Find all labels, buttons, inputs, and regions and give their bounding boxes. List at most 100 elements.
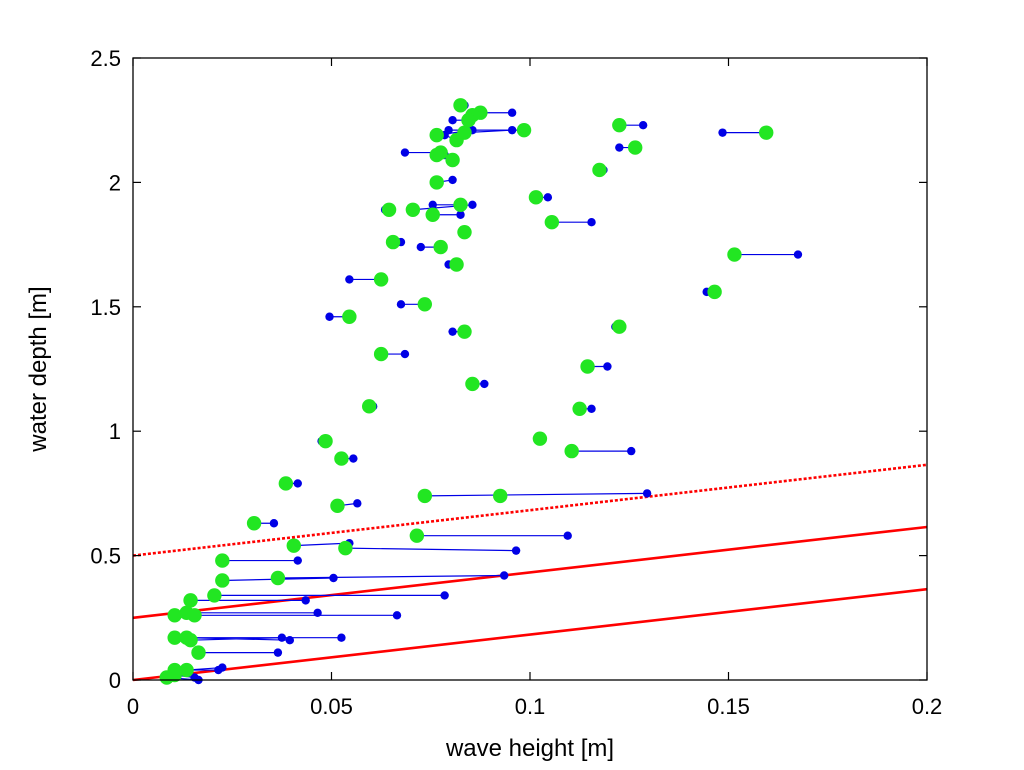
measured-point — [337, 633, 346, 642]
y-tick-label: 2 — [109, 170, 121, 195]
reference-line-3 — [132, 587, 928, 682]
measured-point — [396, 300, 406, 309]
predicted-point — [429, 147, 444, 163]
predicted-point — [167, 630, 182, 645]
measured-point — [416, 242, 426, 252]
predicted-point — [429, 175, 444, 190]
measured-point — [480, 379, 489, 389]
predicted-point — [429, 127, 444, 143]
predicted-point — [759, 125, 774, 140]
measured-point — [349, 454, 358, 463]
predicted-point — [417, 297, 432, 312]
measured-point — [511, 546, 521, 555]
predicted-point — [385, 234, 401, 250]
predicted-point — [612, 319, 627, 334]
predicted-point — [417, 488, 432, 504]
predicted-point — [707, 284, 722, 300]
measured-point — [345, 275, 354, 284]
y-tick-label: 0.5 — [90, 544, 121, 569]
predicted-point — [246, 516, 262, 531]
measured-point — [507, 108, 517, 117]
measured-point — [499, 571, 509, 580]
predicted-point — [381, 202, 397, 217]
predicted-point — [457, 324, 472, 339]
predicted-point — [544, 215, 560, 230]
predicted-point — [183, 593, 198, 608]
x-tick-label: 0.05 — [310, 694, 353, 719]
x-axis-label: wave height [m] — [445, 735, 614, 762]
measured-point — [313, 608, 322, 618]
measured-point — [718, 128, 727, 137]
measured-point — [587, 218, 596, 227]
measured-point — [603, 362, 612, 371]
measured-point — [269, 519, 279, 528]
x-tick-label: 0.2 — [912, 694, 943, 719]
measured-point — [325, 312, 334, 321]
predicted-point — [612, 117, 627, 133]
predicted-point — [338, 540, 353, 556]
predicted-point — [592, 162, 607, 178]
predicted-point — [457, 224, 472, 240]
predicted-point — [270, 570, 286, 586]
predicted-point — [215, 553, 230, 568]
predicted-point — [493, 488, 508, 504]
measured-point — [214, 665, 223, 675]
predicted-point — [465, 376, 480, 392]
reference-line-2 — [132, 525, 928, 620]
plot-area — [133, 58, 927, 680]
predicted-point — [318, 433, 333, 449]
predicted-point — [278, 476, 294, 491]
predicted-point — [425, 207, 440, 222]
predicted-point — [183, 632, 198, 648]
y-tick-label: 1 — [109, 419, 121, 444]
measured-point — [277, 633, 287, 642]
predicted-point — [580, 359, 595, 374]
measured-point — [638, 120, 648, 130]
measured-point — [440, 591, 449, 600]
measured-point — [627, 446, 636, 456]
measured-point — [301, 596, 310, 605]
predicted-point — [433, 239, 448, 255]
connector-line — [277, 574, 505, 579]
predicted-point — [191, 645, 206, 660]
y-tick-label: 1.5 — [90, 295, 121, 320]
y-axis-ticks: 0 0.5 1 1.5 2 2.5 — [90, 46, 927, 693]
y-tick-label: 0 — [109, 668, 121, 693]
measured-point — [543, 193, 553, 202]
predicted-point — [516, 122, 532, 138]
predicted-point — [449, 132, 464, 148]
measured-point — [587, 404, 596, 414]
measured-point — [400, 349, 410, 359]
measured-point — [353, 499, 362, 508]
predicted-point — [334, 451, 349, 466]
predicted-point — [187, 608, 202, 623]
measured-point — [428, 200, 437, 209]
y-axis-label: water depth [m] — [25, 286, 52, 452]
measured-point — [456, 210, 465, 219]
predicted-point — [179, 662, 194, 678]
predicted-point — [461, 113, 476, 128]
measured-point — [468, 200, 477, 209]
predicted-point — [373, 272, 389, 287]
predicted-point — [532, 431, 548, 446]
measured-point — [642, 489, 652, 498]
predicted-point — [405, 202, 421, 217]
predicted-point — [207, 588, 222, 603]
predicted-point — [342, 309, 357, 324]
connector-line — [345, 547, 517, 552]
measured-point — [793, 250, 803, 259]
predicted-point — [159, 670, 174, 685]
predicted-point — [528, 190, 544, 205]
predicted-point — [167, 608, 182, 623]
predicted-points — [159, 98, 774, 685]
predicted-point — [373, 346, 389, 362]
predicted-point — [572, 401, 587, 417]
measured-point — [448, 116, 457, 125]
measured-point — [448, 175, 457, 185]
measured-point — [273, 648, 283, 657]
x-tick-label: 0.15 — [707, 694, 750, 719]
measured-point — [507, 125, 517, 135]
predicted-point — [449, 257, 464, 272]
measured-point — [329, 573, 338, 583]
